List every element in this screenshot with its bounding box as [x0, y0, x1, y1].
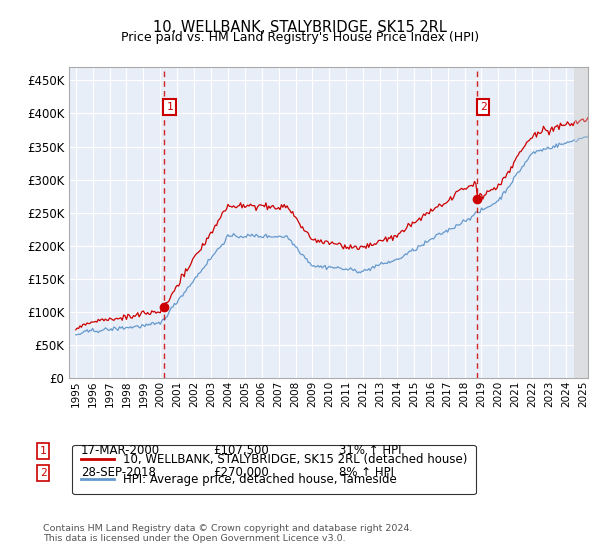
Text: 31% ↑ HPI: 31% ↑ HPI	[339, 444, 401, 457]
Text: 1: 1	[166, 102, 173, 112]
Text: £107,500: £107,500	[213, 444, 269, 457]
Legend: 10, WELLBANK, STALYBRIDGE, SK15 2RL (detached house), HPI: Average price, detach: 10, WELLBANK, STALYBRIDGE, SK15 2RL (det…	[73, 445, 476, 494]
Text: 2: 2	[480, 102, 487, 112]
Text: £270,000: £270,000	[213, 466, 269, 479]
Text: 2: 2	[40, 468, 47, 478]
Text: 10, WELLBANK, STALYBRIDGE, SK15 2RL: 10, WELLBANK, STALYBRIDGE, SK15 2RL	[153, 20, 447, 35]
Text: 28-SEP-2018: 28-SEP-2018	[81, 466, 156, 479]
Text: 8% ↑ HPI: 8% ↑ HPI	[339, 466, 394, 479]
Text: Contains HM Land Registry data © Crown copyright and database right 2024.
This d: Contains HM Land Registry data © Crown c…	[43, 524, 413, 543]
Text: Price paid vs. HM Land Registry's House Price Index (HPI): Price paid vs. HM Land Registry's House …	[121, 31, 479, 44]
Bar	[574, 67, 588, 378]
Bar	[574, 67, 588, 378]
Text: 17-MAR-2000: 17-MAR-2000	[81, 444, 160, 457]
Text: 1: 1	[40, 446, 47, 456]
